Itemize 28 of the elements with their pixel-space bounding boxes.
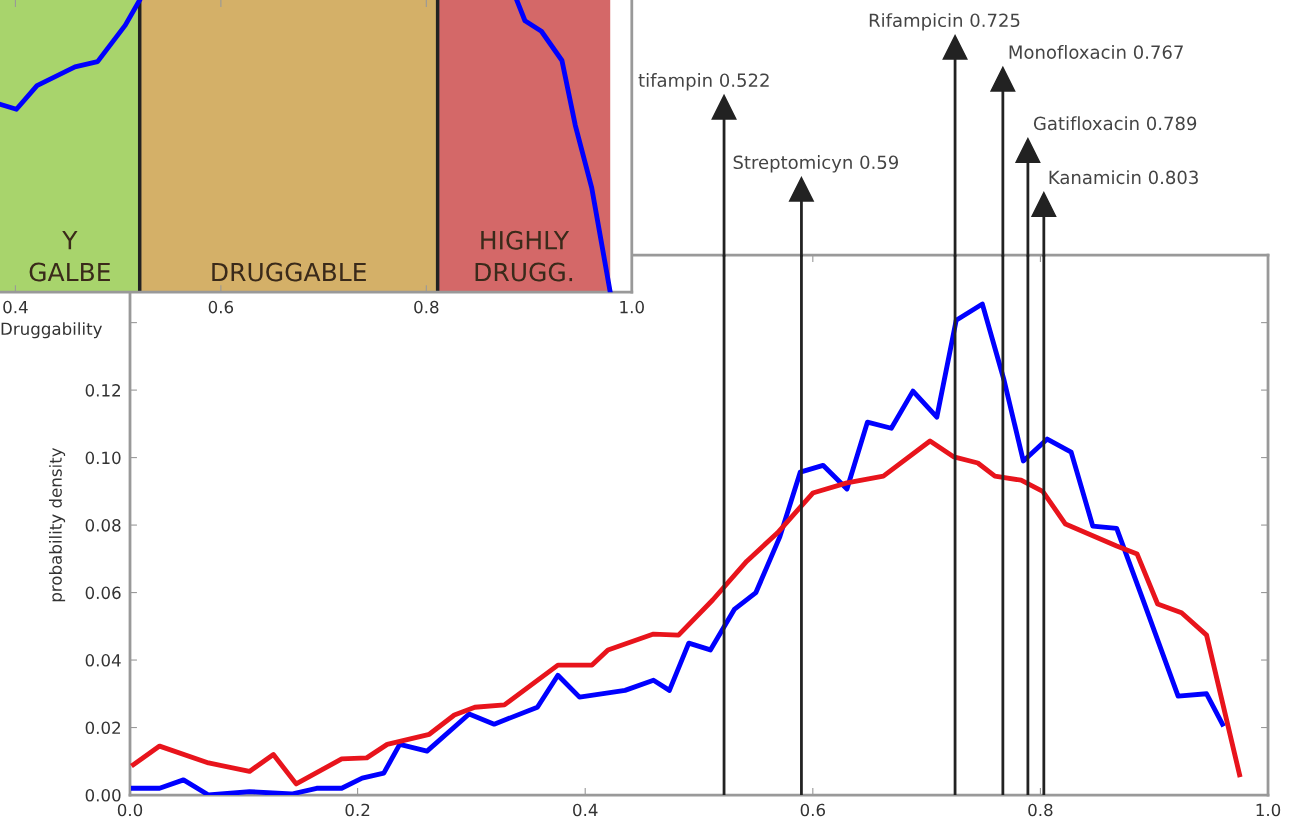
x-tick-label: 1.0 [1256, 803, 1281, 817]
x-tick-label: 0.6 [208, 300, 234, 314]
ref-line-label: tifampin 0.522 [638, 73, 769, 91]
x-tick-label: 0.0 [117, 803, 143, 817]
y-tick-label: 0.00 [85, 788, 121, 802]
x-tick-label: 1.0 [620, 300, 644, 314]
x-tick-label: 0.8 [1028, 803, 1053, 817]
band-label: DRUGGABLE [212, 262, 366, 282]
legend-label: Monofloxacin 0.767 [1009, 44, 1183, 59]
ref-line-label: Rifampicin 0.725 [869, 13, 1020, 31]
y-tick-label: 0.10 [85, 451, 121, 465]
y-tick-label: 0.06 [85, 586, 121, 600]
ref-line-label: Kanamicin 0.803 [1049, 170, 1198, 185]
x-tick-label: 0.6 [800, 803, 826, 817]
x-tick-label: 0.4 [573, 803, 598, 817]
x-tick-label: 0.4 [3, 300, 28, 314]
ref-line-label: Gatifloxacin 0.789 [1033, 116, 1197, 131]
y-tick-label: 0.12 [85, 384, 120, 397]
y-tick-label: 0.08 [85, 519, 121, 532]
x-tick-label: 0.8 [414, 300, 439, 314]
y-tick-label: 0.04 [85, 654, 121, 667]
y-tick-label: 0.02 [85, 721, 120, 735]
x-tick-label: 0.2 [345, 803, 370, 817]
x-axis-title: Druggability [1, 322, 102, 339]
ref-line-label: Streptomicyn 0.59 [733, 155, 899, 173]
band-label: Y GALBE [29, 231, 110, 282]
y-axis-title: probability density [48, 447, 66, 602]
band-label: HIGHLY DRUGG. [475, 230, 573, 282]
